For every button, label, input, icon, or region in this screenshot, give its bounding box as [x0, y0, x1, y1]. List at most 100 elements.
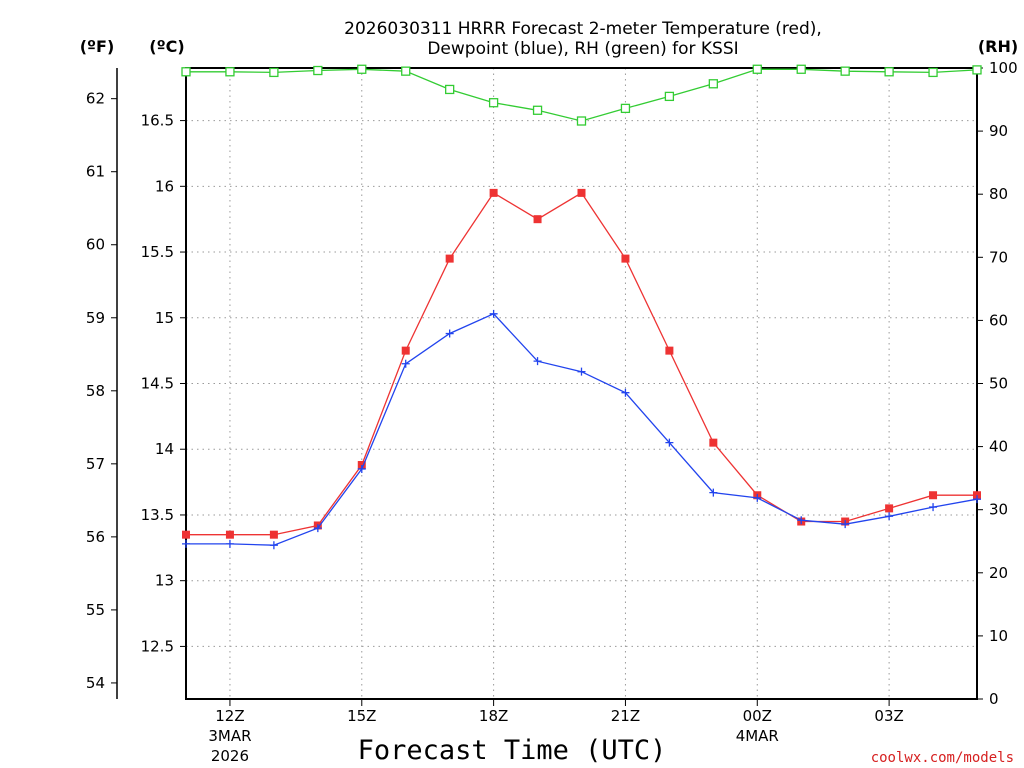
rh-tick-label: 10	[989, 627, 1008, 645]
rh-tick-label: 40	[989, 438, 1008, 456]
fahrenheit-tick-label: 59	[86, 309, 105, 327]
dewpoint-point	[489, 309, 498, 318]
celsius-tick-label: 12.5	[141, 637, 174, 655]
x-tick-label: 18Z	[479, 707, 508, 725]
temperature-point	[621, 254, 630, 263]
x-tick-label: 15Z	[347, 707, 376, 725]
temperature-point	[577, 188, 586, 197]
rh-point	[840, 66, 850, 76]
rh-point	[928, 67, 938, 78]
credit-text: coolwx.com/models	[871, 750, 1014, 766]
x-axis-title: Forecast Time (UTC)	[358, 735, 667, 766]
temperature-point	[225, 530, 234, 539]
rh-point	[620, 103, 631, 114]
dewpoint-point	[841, 520, 850, 529]
celsius-tick-label: 14.5	[141, 375, 174, 393]
dewpoint-point	[621, 388, 630, 397]
dewpoint-point	[753, 493, 762, 502]
x-tick-label: 00Z	[743, 707, 772, 725]
fahrenheit-tick-label: 55	[86, 601, 105, 619]
temperature-point	[269, 530, 278, 539]
rh-point	[884, 67, 894, 77]
dewpoint-point	[445, 329, 454, 338]
celsius-tick-label: 15.5	[141, 243, 174, 261]
rh-tick-label: 0	[989, 690, 999, 708]
fahrenheit-unit-label: (ºF)	[80, 37, 115, 56]
rh-tick-label: 20	[989, 564, 1008, 582]
celsius-tick-label: 14	[155, 440, 174, 458]
rh-point	[401, 66, 411, 76]
fahrenheit-tick-label: 56	[86, 528, 105, 546]
rh-point	[269, 67, 279, 78]
fahrenheit-tick-label: 58	[86, 382, 105, 400]
dewpoint-point	[665, 438, 674, 447]
celsius-unit-label: (ºC)	[149, 37, 184, 56]
rh-tick-label: 90	[989, 122, 1008, 140]
temperature-point	[401, 346, 410, 355]
rh-tick-label: 80	[989, 185, 1008, 203]
fahrenheit-tick-label: 54	[86, 674, 105, 692]
chart-title-line1: 2026030311 HRRR Forecast 2-meter Tempera…	[344, 19, 822, 39]
rh-point	[752, 64, 762, 74]
dewpoint-point	[313, 524, 322, 533]
rh-tick-label: 100	[989, 59, 1018, 77]
rh-tick-label: 30	[989, 501, 1008, 519]
dewpoint-point	[797, 516, 806, 525]
rh-point	[313, 65, 323, 76]
rh-point	[181, 67, 191, 77]
celsius-tick-label: 16	[155, 177, 174, 195]
dewpoint-point	[973, 495, 981, 504]
temperature-point	[885, 504, 894, 513]
temperature-point	[709, 438, 718, 447]
dewpoint-point	[269, 541, 278, 550]
celsius-tick-label: 15	[155, 309, 174, 327]
fahrenheit-tick-label: 61	[86, 163, 105, 181]
x-tick-label: 03Z	[874, 707, 903, 725]
temperature-point	[929, 491, 938, 500]
dewpoint-point	[885, 512, 894, 521]
rh-point	[532, 105, 543, 115]
celsius-tick-label: 16.5	[141, 112, 174, 130]
rh-point	[708, 79, 718, 89]
dewpoint-point	[225, 539, 234, 548]
dewpoint-point	[533, 357, 542, 366]
x-date-label: 3MAR	[208, 727, 251, 745]
rh-tick-label: 70	[989, 248, 1008, 266]
celsius-tick-label: 13	[155, 572, 174, 590]
rh-tick-label: 50	[989, 375, 1008, 393]
rh-point	[796, 64, 806, 74]
x-date-label: 4MAR	[736, 727, 779, 745]
dewpoint-point	[709, 488, 718, 497]
axes: 12Z 3MAR 2026 15Z 18Z 21Z 00Z 4MAR 03Z 12.5 13 13.5…	[86, 59, 1018, 765]
temperature-point	[665, 346, 674, 355]
plot-frame	[185, 67, 978, 700]
x-tick-label: 21Z	[611, 707, 640, 725]
fahrenheit-tick-label: 62	[86, 90, 105, 108]
rh-point	[576, 116, 587, 126]
rh-point	[972, 65, 982, 75]
dewpoint-point	[182, 539, 190, 548]
rh-point	[664, 91, 675, 102]
rh-unit-label: (RH)	[978, 37, 1018, 56]
rh-point	[488, 98, 499, 108]
dewpoint-point	[577, 367, 586, 376]
rh-point	[445, 84, 455, 95]
celsius-tick-label: 13.5	[141, 506, 174, 524]
grid-lines	[186, 68, 977, 699]
temperature-point	[182, 530, 190, 539]
rh-tick-label: 60	[989, 311, 1008, 329]
dewpoint-point	[357, 464, 366, 473]
rh-point	[225, 67, 235, 77]
temperature-point	[533, 215, 542, 224]
fahrenheit-tick-label: 57	[86, 455, 105, 473]
fahrenheit-tick-label: 60	[86, 236, 105, 254]
dewpoint-point	[929, 503, 938, 512]
temperature-point	[489, 188, 498, 197]
x-tick-label: 12Z	[215, 707, 244, 725]
series-group	[181, 64, 982, 550]
chart-title-line2: Dewpoint (blue), RH (green) for KSSI	[427, 39, 738, 59]
rh-point	[357, 64, 367, 74]
dewpoint-point	[401, 359, 410, 368]
temperature-point	[445, 254, 454, 263]
